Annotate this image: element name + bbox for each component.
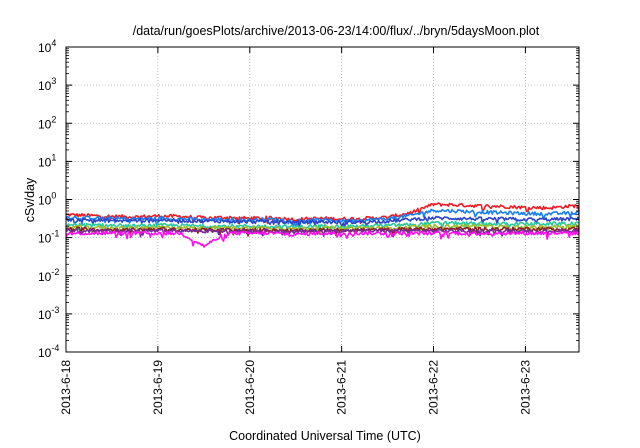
y-tick-label: 102 [38, 114, 56, 131]
y-tick-exponent: 4 [51, 38, 56, 48]
y-tick-base: 10 [38, 194, 52, 208]
y-tick-base: 10 [38, 308, 52, 322]
x-tick-labels: 2013-6-18 2013-6-19 2013-6-20 2013-6-21 2013… [59, 360, 532, 415]
y-tick-exponent: -1 [51, 229, 59, 239]
series-lines [65, 202, 580, 248]
y-tick-exponent: -3 [51, 305, 59, 315]
y-tick-base: 10 [38, 41, 52, 55]
x-tick-label: 2013-6-18 [59, 360, 73, 415]
y-tick-exponent: 1 [51, 152, 56, 162]
y-tick-base: 10 [38, 270, 52, 284]
y-tick-base: 10 [38, 346, 52, 360]
series-line-6 [65, 226, 580, 238]
x-tick-label: 2013-6-19 [151, 360, 165, 415]
series-line-3 [65, 215, 580, 229]
series-line-8 [65, 230, 580, 248]
y-tick-base: 10 [38, 117, 52, 131]
series-line-1 [65, 202, 580, 227]
y-tick-exponent: -4 [51, 343, 59, 353]
y-tick-base: 10 [38, 155, 52, 169]
series-line-7 [65, 227, 580, 238]
y-tick-base: 10 [38, 79, 52, 93]
x-tick-label: 2013-6-20 [243, 360, 257, 415]
y-tick-label: 10-3 [38, 305, 59, 322]
x-tick-label: 2013-6-22 [427, 360, 441, 415]
x-tick-label: 2013-6-23 [518, 360, 532, 415]
y-tick-label: 10-4 [38, 343, 59, 360]
y-tick-exponent: 3 [51, 76, 56, 86]
y-tick-label: 10-1 [38, 229, 59, 246]
y-axis-label: cSv/day [23, 177, 37, 222]
y-tick-exponent: 0 [51, 191, 56, 201]
y-tick-label: 101 [38, 152, 56, 169]
y-tick-label: 100 [38, 191, 56, 208]
chart-title: /data/run/goesPlots/archive/2013-06-23/1… [133, 24, 540, 38]
axis-ticks [65, 46, 579, 353]
y-tick-base: 10 [38, 232, 52, 246]
y-tick-label: 104 [38, 38, 56, 55]
y-tick-label: 103 [38, 76, 56, 93]
x-axis-label: Coordinated Universal Time (UTC) [229, 429, 421, 443]
y-tick-label: 10-2 [38, 267, 59, 284]
y-tick-exponent: -2 [51, 267, 59, 277]
x-tick-label: 2013-6-21 [335, 360, 349, 415]
y-tick-exponent: 2 [51, 114, 56, 124]
